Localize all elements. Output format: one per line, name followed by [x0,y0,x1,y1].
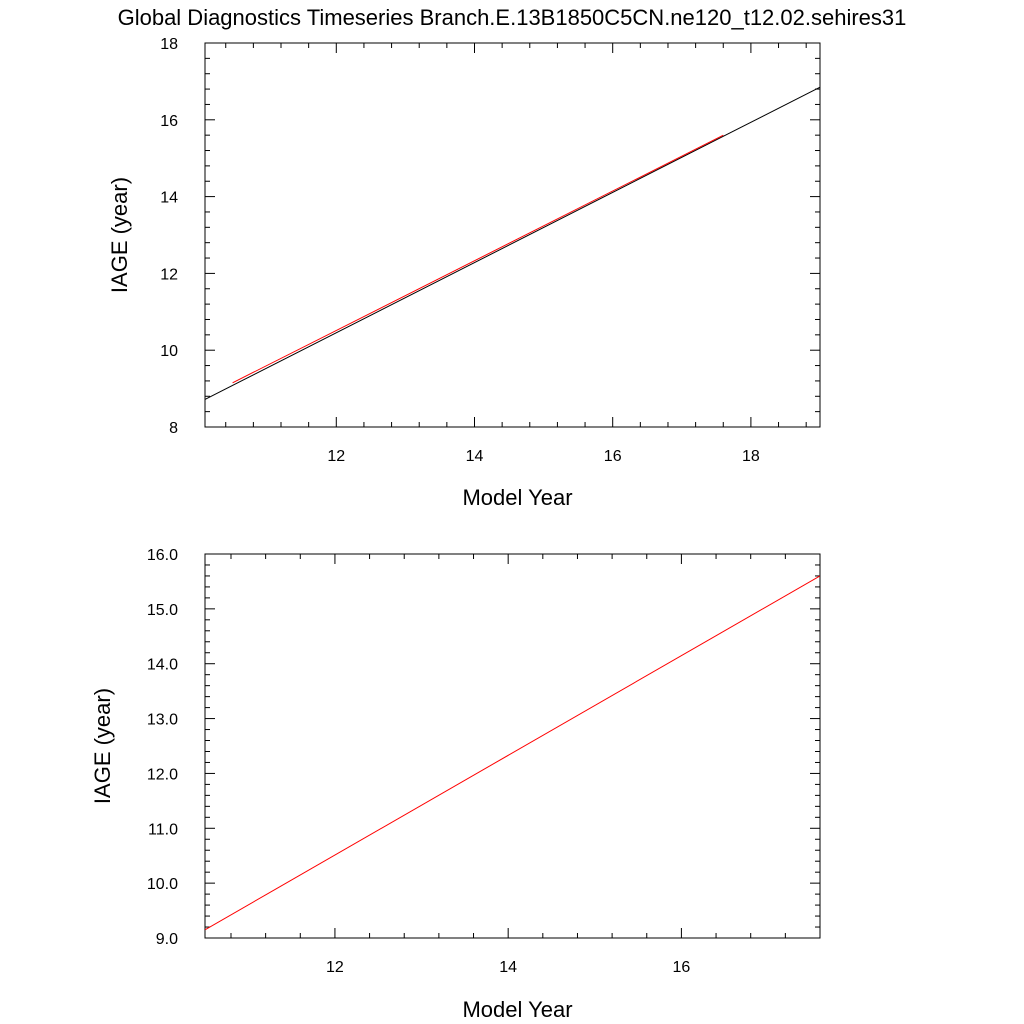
y-tick-label: 14.0 [147,657,178,674]
series-group [205,575,820,931]
y-tick-label: 12 [160,266,178,283]
x-tick-label: 12 [327,448,345,465]
y-tick-label: 18 [160,36,178,53]
y-tick-label: 10 [160,343,178,360]
y-axis-label: IAGE (year) [90,688,115,804]
panel-top: 12 14 16 18 8 10 12 14 16 18 Model Year IAGE (year) [107,36,821,510]
y-tick-label: 12.0 [147,766,178,783]
x-axis-label: Model Year [462,997,572,1022]
panel-bottom: 12 14 16 9.0 10.0 11.0 12.0 13.0 14.0 15.0 16.0 Mod… [90,547,821,1022]
y-tick-label: 9.0 [156,931,178,948]
y-tick-label: 10.0 [147,876,178,893]
series-line [232,134,724,384]
y-tick-label: 16.0 [147,547,178,564]
series-line [205,575,820,931]
x-axis-label: Model Year [462,485,572,510]
x-tick-label: 14 [499,959,517,976]
plot-frame [204,42,821,428]
series-group [205,86,820,400]
plot-frame [204,553,821,939]
chart-title: Global Diagnostics Timeseries Branch.E.1… [118,5,907,30]
x-tick-label: 12 [326,959,344,976]
y-axis-label: IAGE (year) [107,177,132,293]
y-tick-label: 15.0 [147,602,178,619]
y-tick-label: 14 [160,190,178,207]
series-line [205,86,820,400]
x-tick-label: 16 [673,959,691,976]
y-tick-label: 13.0 [147,712,178,729]
y-tick-label: 11.0 [148,821,178,838]
y-tick-label: 8 [169,420,178,437]
x-tick-label: 18 [742,448,760,465]
x-tick-label: 16 [604,448,622,465]
y-tick-label: 16 [160,113,178,130]
x-tick-label: 14 [466,448,484,465]
